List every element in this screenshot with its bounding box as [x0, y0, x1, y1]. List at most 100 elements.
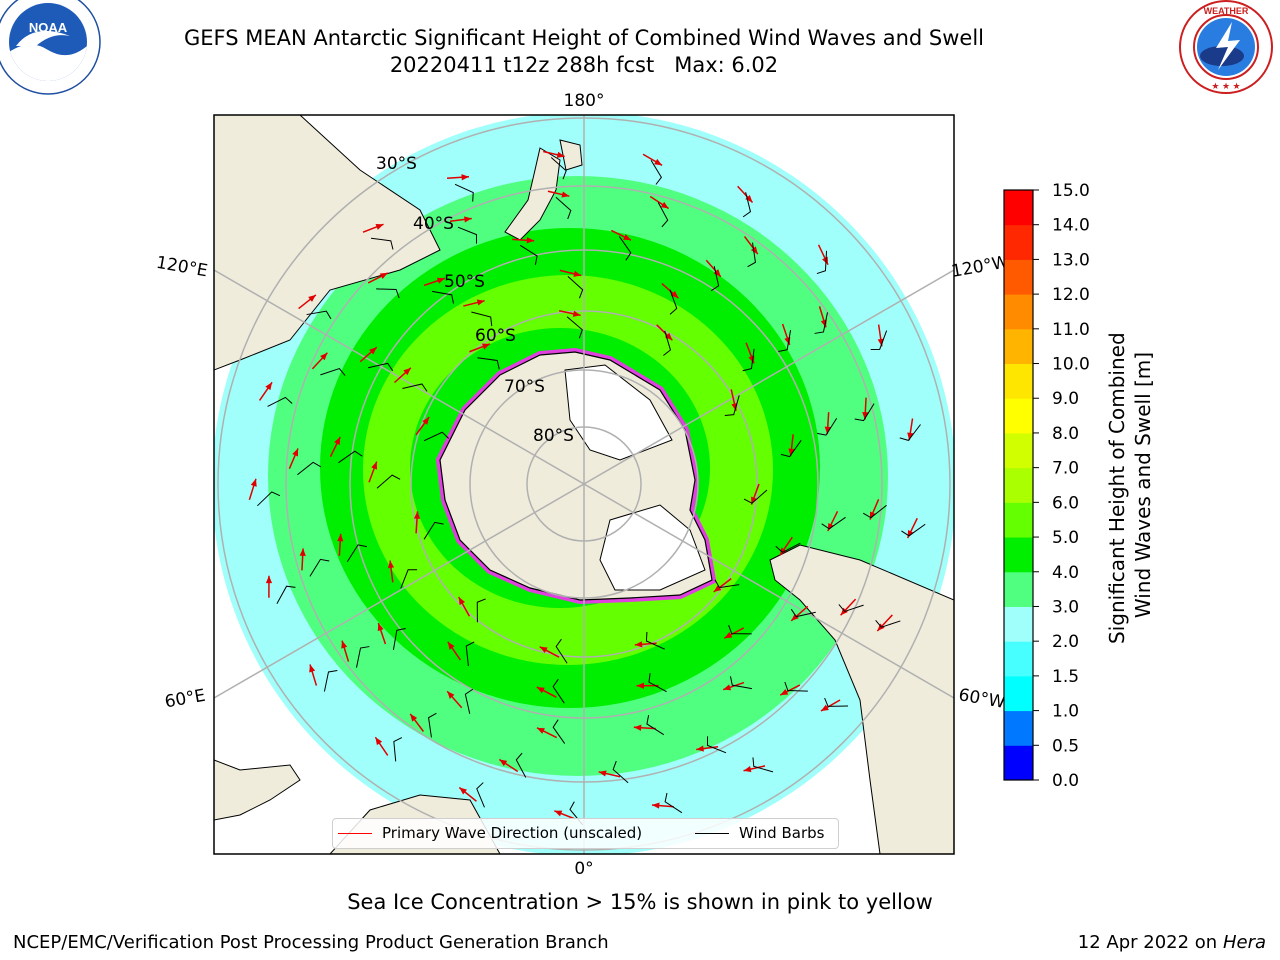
lat-label-40s: 40°S	[413, 214, 454, 234]
wind-barb	[267, 396, 293, 407]
wave-arrowhead	[447, 641, 455, 650]
colorbar-segment	[1004, 502, 1033, 538]
wave-arrowhead	[341, 640, 348, 649]
wind-barb	[657, 202, 669, 228]
wind-barb	[376, 288, 400, 299]
ross-ice-shelf	[564, 364, 673, 461]
wave-arrowhead	[265, 382, 273, 391]
wave-arrowhead	[459, 787, 468, 795]
wave-arrowhead	[713, 584, 722, 592]
wind-barb	[552, 719, 566, 744]
wave-arrowhead	[750, 246, 758, 255]
map-frame	[213, 114, 955, 855]
wind-barb	[778, 329, 792, 353]
legend-item-barb: Wind Barbs	[695, 824, 824, 842]
colorbar-segment	[1004, 571, 1033, 607]
colorbar-tick-label: 11.0	[1052, 320, 1090, 340]
wave-arrowhead	[791, 613, 799, 621]
wind-barb	[854, 403, 875, 422]
wave-arrowhead	[539, 646, 548, 654]
wind-barb	[320, 367, 346, 376]
wind-barb	[669, 289, 678, 315]
wind-barb	[464, 688, 474, 714]
wave-arrowhead	[447, 691, 455, 699]
wave-arrowhead	[877, 338, 884, 347]
wind-barb	[710, 266, 720, 292]
lat-label-60s: 60°S	[475, 326, 516, 346]
colorbar-tick-label: 9.0	[1052, 389, 1079, 409]
wind-barb	[862, 504, 887, 519]
lon-label-60w: 60°W	[957, 685, 1007, 713]
colorbar-tick-label: 15.0	[1052, 181, 1090, 201]
colorbar-tick-label: 10.0	[1052, 355, 1090, 375]
colorbar-tick-label: 12.0	[1052, 285, 1090, 305]
wind-barb	[838, 604, 864, 613]
colorbar-tick-label: 2.0	[1052, 632, 1079, 652]
wind-barb	[376, 474, 401, 489]
wave-arrowhead	[320, 352, 328, 361]
wave-arrowhead	[634, 641, 643, 648]
wind-barb	[323, 669, 338, 692]
wave-arrowhead	[369, 347, 377, 355]
wave-arrowhead	[907, 432, 914, 441]
wave-arrowhead	[265, 575, 273, 584]
wind-barb	[648, 673, 667, 693]
wind-barb	[817, 417, 838, 436]
colorbar-segment	[1004, 190, 1033, 226]
colorbar-segment	[1004, 537, 1033, 573]
colorbar-tick-label: 4.0	[1052, 563, 1079, 583]
wind-barb	[471, 311, 493, 327]
wave-arrowhead	[780, 688, 789, 696]
wind-barb	[742, 348, 755, 372]
wind-barb	[650, 159, 663, 185]
lat-label-30s: 30°S	[376, 154, 417, 174]
wave-arrowhead	[377, 623, 384, 632]
south-america-land	[769, 544, 954, 854]
colorbar-tick-label: 13.0	[1052, 250, 1090, 270]
colorbar-segment	[1004, 710, 1033, 746]
wind-barb	[368, 362, 394, 372]
wind-barb	[297, 461, 322, 476]
wave-arrowhead	[654, 158, 663, 166]
wind-barb	[515, 752, 527, 778]
wave-arrowhead	[292, 448, 299, 457]
wave-arrowhead	[636, 682, 644, 689]
colorbar-tick-label: 7.0	[1052, 459, 1079, 479]
wind-barb	[790, 608, 816, 618]
wave-arrowhead	[481, 343, 490, 350]
colorbar-segment	[1004, 398, 1033, 434]
wave-direction-arrows	[248, 150, 926, 826]
wave-arrowhead	[422, 416, 430, 425]
colorbar-segment	[1004, 363, 1033, 399]
wind-barb	[729, 676, 753, 690]
wind-barb	[618, 236, 632, 261]
wind-barb	[465, 641, 475, 666]
svg-text:★ ★ ★: ★ ★ ★	[1211, 81, 1240, 91]
wave-arrowhead	[554, 810, 563, 817]
footer-date-text: 12 Apr 2022 on	[1077, 932, 1223, 953]
wave-arrowhead	[824, 426, 831, 435]
wind-barb	[276, 585, 296, 604]
wind-barb	[728, 625, 752, 635]
lat-label-80s: 80°S	[533, 426, 574, 446]
wind-barb	[476, 782, 485, 808]
wave-arrowhead	[862, 412, 869, 420]
wave-arrowhead	[375, 224, 384, 230]
wave-arrowhead	[820, 704, 829, 711]
wind-barb	[824, 697, 849, 707]
wave-arrowhead	[788, 448, 795, 457]
wind-barb	[821, 516, 846, 530]
colorbar-segment	[1004, 328, 1033, 365]
wind-barb	[306, 310, 332, 320]
wind-barb	[706, 736, 727, 754]
chart-title: GEFS MEAN Antarctic Significant Height o…	[183, 26, 985, 50]
wind-barb	[747, 242, 756, 268]
wind-barb	[338, 450, 363, 464]
wave-arrowhead	[410, 713, 418, 722]
wave-arrowhead	[499, 759, 508, 767]
wave-arrowhead	[623, 234, 632, 241]
wave-arrowhead	[403, 367, 411, 376]
wind-barb	[742, 192, 752, 218]
wind-barb	[402, 383, 428, 392]
svg-text:WEATHER: WEATHER	[1204, 6, 1249, 16]
